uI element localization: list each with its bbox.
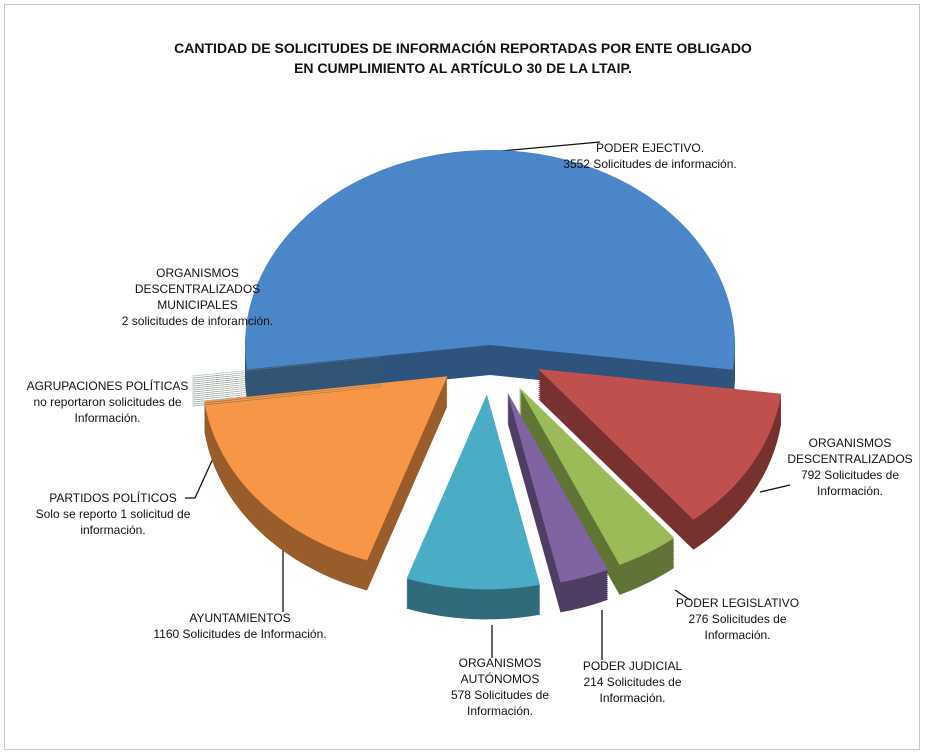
slice-side [192, 371, 436, 397]
slice [192, 351, 436, 377]
data-label: PODER LEGISLATIVO 276 Solicitudes de Info… [660, 595, 815, 643]
value-label: 276 Solicitudes de Información. [688, 612, 787, 642]
slice [507, 391, 608, 583]
slice [538, 368, 782, 520]
data-label: PODER JUDICIAL 214 Solicitudes de Informa… [560, 658, 705, 706]
slice-side [192, 359, 436, 385]
category-label: PARTIDOS POLÍTICOS [49, 491, 177, 505]
leader [759, 484, 791, 493]
slice-side [192, 357, 436, 383]
slice-side [192, 379, 436, 405]
chart-title: EN CUMPLIMIENTO AL ARTÍCULO 30 DE LA LTA… [294, 60, 632, 76]
value-label: 214 Solicitudes de Información. [583, 675, 682, 705]
category-label: AYUNTAMIENTOS [189, 611, 291, 625]
slice-side [192, 381, 436, 407]
slice-side [192, 375, 436, 401]
slice-side [192, 363, 436, 389]
slice-side [192, 357, 436, 383]
category-label: PODER EJECTIVO. [595, 141, 705, 155]
value-label: 1160 Solicitudes de Información. [153, 627, 327, 641]
data-label: AYUNTAMIENTOS 1160 Solicitudes de Informa… [150, 610, 330, 642]
category-label: PODER JUDICIAL [582, 659, 683, 673]
category-label: PODER LEGISLATIVO [675, 596, 800, 610]
chart-title: CANTIDAD DE SOLICITUDES DE INFORMACIÓN R… [174, 40, 752, 56]
data-label: ORGANISMOS DESCENTRALIZADOS 792 Solicitud… [770, 435, 926, 499]
slice [245, 150, 735, 370]
leader [674, 589, 691, 601]
slice-side [192, 361, 436, 387]
leader [489, 141, 601, 153]
value-label: 2 solicitudes de inforamción. [121, 314, 274, 328]
slice-side [192, 373, 436, 399]
slice-side [192, 375, 436, 401]
value-label: no reportaron solicitudes de Información… [33, 395, 182, 425]
slice-side [192, 373, 436, 399]
value-label: 3552 Solicitudes de información. [563, 157, 737, 171]
value-label: 578 Solicitudes de Información. [450, 688, 550, 718]
slice [406, 394, 540, 590]
slice-side [192, 381, 436, 407]
slice-side [192, 371, 436, 397]
data-label: PODER EJECTIVO. 3552 Solicitudes de infor… [560, 140, 740, 172]
slice-side [192, 355, 436, 381]
value-label: Solo se reporto 1 solicitud de informaci… [35, 507, 191, 537]
value-label: 792 Solicitudes de Información. [800, 468, 900, 498]
slice-side [192, 365, 436, 391]
slice-side [192, 369, 436, 395]
slice-side [192, 361, 436, 387]
slice-side [192, 379, 436, 405]
slice-side [192, 353, 436, 379]
data-label: AGRUPACIONES POLÍTICAS no reportaron soli… [0, 378, 215, 426]
slice [518, 387, 675, 565]
slice-side [192, 365, 436, 391]
category-label: ORGANISMOS AUTÓNOMOS [458, 656, 542, 686]
slice-side [192, 359, 436, 385]
data-label: ORGANISMOS AUTÓNOMOS 578 Solicitudes de I… [425, 655, 575, 719]
category-label: ORGANISMOS DESCENTRALIZADOS MUNICIPALES [134, 266, 261, 312]
slice-side [192, 369, 436, 395]
slice-side [192, 367, 436, 393]
frame [4, 4, 920, 750]
slice-side [192, 367, 436, 393]
slice-side [192, 353, 436, 379]
data-label: PARTIDOS POLÍTICOS Solo se reporto 1 soli… [18, 490, 208, 538]
slice-side [192, 355, 436, 381]
category-label: AGRUPACIONES POLÍTICAS [26, 379, 189, 393]
leader-lines [185, 141, 791, 660]
slice-side [192, 377, 436, 403]
slice-side [192, 377, 436, 403]
slice [204, 376, 448, 561]
data-label: ORGANISMOS DESCENTRALIZADOS MUNICIPALES 2… [110, 265, 285, 329]
slice-side [192, 363, 436, 389]
slice [192, 351, 436, 377]
category-label: ORGANISMOS DESCENTRALIZADOS [787, 436, 913, 466]
